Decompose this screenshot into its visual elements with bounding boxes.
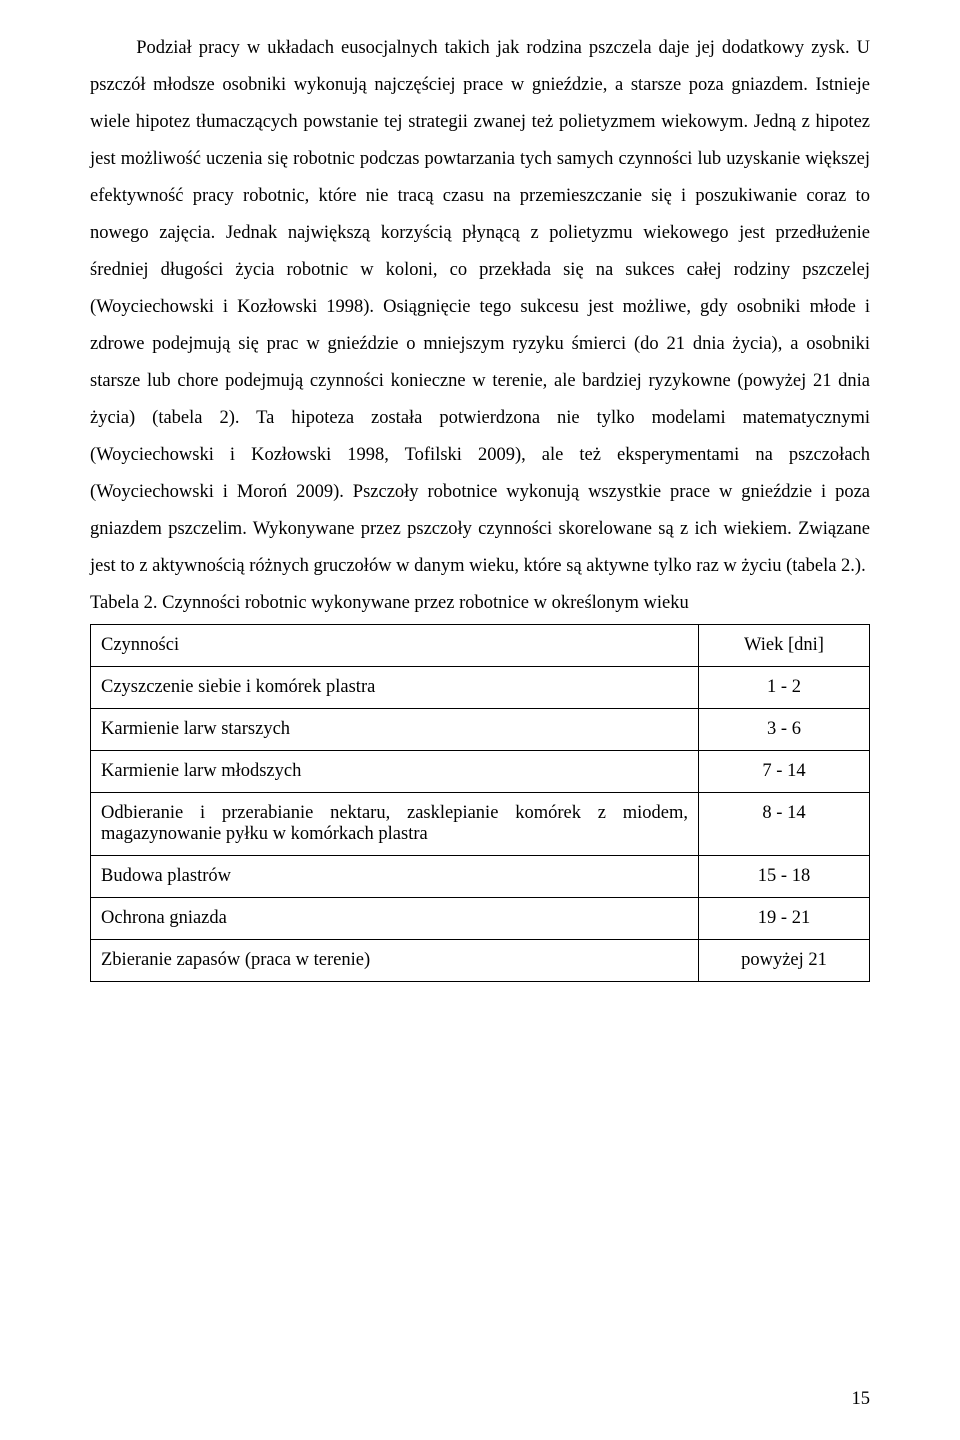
table-row: Karmienie larw starszych 3 - 6: [91, 709, 870, 751]
cell-task: Czyszczenie siebie i komórek plastra: [91, 667, 699, 709]
col-header-age: Wiek [dni]: [699, 625, 870, 667]
cell-task: Odbieranie i przerabianie nektaru, zaskl…: [91, 793, 699, 856]
body-paragraph-text: Podział pracy w układach eusocjalnych ta…: [90, 38, 870, 576]
page: Podział pracy w układach eusocjalnych ta…: [0, 0, 960, 1440]
table-caption: Tabela 2. Czynności robotnic wykonywane …: [90, 585, 870, 622]
table-row: Budowa plastrów 15 - 18: [91, 856, 870, 898]
table-header-row: Czynności Wiek [dni]: [91, 625, 870, 667]
cell-age: 19 - 21: [699, 898, 870, 940]
cell-task: Zbieranie zapasów (praca w terenie): [91, 940, 699, 982]
table-row: Odbieranie i przerabianie nektaru, zaskl…: [91, 793, 870, 856]
table-row: Karmienie larw młodszych 7 - 14: [91, 751, 870, 793]
cell-task: Budowa plastrów: [91, 856, 699, 898]
page-number: 15: [852, 1389, 871, 1410]
body-paragraph: Podział pracy w układach eusocjalnych ta…: [90, 30, 870, 585]
cell-age: 7 - 14: [699, 751, 870, 793]
cell-age: 8 - 14: [699, 793, 870, 856]
cell-task: Karmienie larw młodszych: [91, 751, 699, 793]
cell-age: 15 - 18: [699, 856, 870, 898]
cell-age: powyżej 21: [699, 940, 870, 982]
table-row: Zbieranie zapasów (praca w terenie) powy…: [91, 940, 870, 982]
cell-task: Karmienie larw starszych: [91, 709, 699, 751]
tasks-table: Czynności Wiek [dni] Czyszczenie siebie …: [90, 624, 870, 982]
cell-task: Ochrona gniazda: [91, 898, 699, 940]
cell-age: 3 - 6: [699, 709, 870, 751]
table-row: Czyszczenie siebie i komórek plastra 1 -…: [91, 667, 870, 709]
cell-age: 1 - 2: [699, 667, 870, 709]
table-row: Ochrona gniazda 19 - 21: [91, 898, 870, 940]
col-header-task: Czynności: [91, 625, 699, 667]
